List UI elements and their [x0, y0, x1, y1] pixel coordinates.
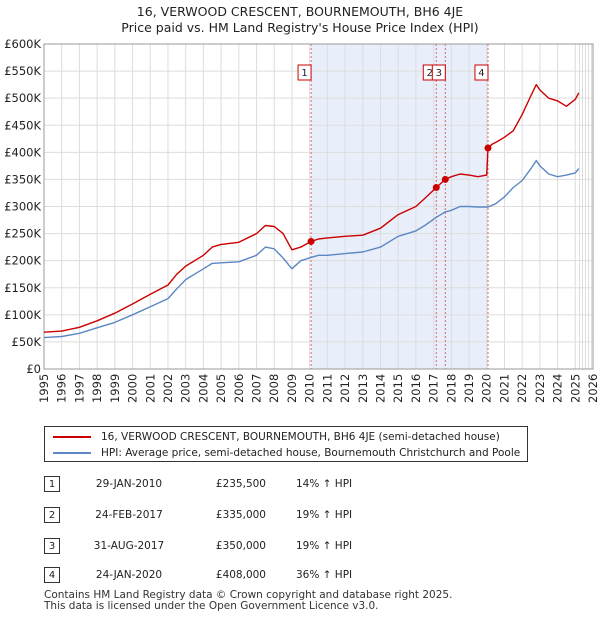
legend-swatch-hpi [53, 452, 91, 454]
sale-hpi: 19% ↑ HPI [296, 509, 353, 521]
sale-point [484, 144, 492, 152]
x-tick-label: 2002 [161, 374, 175, 403]
x-tick-label: 2021 [497, 374, 511, 403]
hpi-series-line [43, 159, 580, 339]
sale-date: 24-FEB-2017 [95, 509, 163, 521]
sale-marker-label: 3 [436, 68, 442, 79]
sale-date: 31-AUG-2017 [93, 540, 165, 552]
y-tick-label: £0 [26, 362, 41, 376]
x-tick-label: 2026 [586, 374, 600, 403]
y-tick-label: £350K [4, 172, 41, 186]
x-tick-label: 1998 [90, 374, 104, 403]
sale-marker: 1 [44, 476, 60, 492]
sale-price: £408,000 [215, 569, 266, 581]
sale-hpi: 19% ↑ HPI [296, 540, 353, 552]
sale-marker-box [297, 64, 312, 81]
footer-copyright: Contains HM Land Registry data © Crown c… [44, 589, 453, 601]
sale-marker-box [474, 64, 489, 81]
footer: Contains HM Land Registry data © Crown c… [44, 590, 452, 612]
y-tick-label: £50K [12, 335, 42, 349]
legend-label-property: 16, VERWOOD CRESCENT, BOURNEMOUTH, BH6 4… [101, 431, 500, 443]
y-tick-label: £500K [4, 91, 41, 105]
x-tick-label: 1995 [37, 374, 51, 403]
sale-marker: 2 [44, 507, 60, 523]
sale-price: £235,500 [215, 478, 266, 490]
x-tick-label: 2024 [551, 374, 565, 403]
x-tick-label: 2012 [338, 374, 352, 403]
x-tick-label: 2014 [373, 374, 387, 403]
table-row: 2 24-FEB-2017 £335,000 19% ↑ HPI [0, 507, 600, 527]
legend: 16, VERWOOD CRESCENT, BOURNEMOUTH, BH6 4… [44, 426, 528, 462]
x-tick-label: 2020 [480, 374, 494, 403]
table-row: 3 31-AUG-2017 £350,000 19% ↑ HPI [0, 538, 600, 558]
y-tick-label: £400K [4, 145, 41, 159]
sale-price: £335,000 [215, 509, 266, 521]
x-tick-label: 2001 [143, 374, 157, 403]
y-tick-label: £250K [4, 227, 41, 241]
y-tick-label: £450K [4, 118, 41, 132]
price-chart: 1 2 3 4 £0 £50K £100K £150K £200K £250K £300K £350K… [4, 37, 600, 403]
x-tick-label: 1999 [108, 374, 122, 403]
sale-marker: 3 [44, 538, 60, 554]
plot-border [43, 43, 594, 370]
sale-date: 29-JAN-2010 [95, 478, 163, 490]
x-tick-label: 2000 [126, 374, 140, 403]
sale-point [307, 237, 315, 245]
y-tick-label: £150K [4, 281, 41, 295]
x-tick-label: 2004 [196, 374, 210, 403]
legend-label-hpi: HPI: Average price, semi-detached house,… [101, 447, 521, 459]
y-tick-label: £300K [4, 200, 41, 214]
sale-marker-label: 4 [478, 68, 484, 79]
x-tick-label: 2008 [267, 374, 281, 403]
table-row: 4 24-JAN-2020 £408,000 36% ↑ HPI [0, 567, 600, 587]
x-tick-label: 2017 [427, 374, 441, 403]
x-tick-label: 2016 [409, 374, 423, 403]
x-tick-label: 1997 [72, 374, 86, 403]
x-tick-label: 2006 [232, 374, 246, 403]
chart-title: 16, VERWOOD CRESCENT, BOURNEMOUTH, BH6 4… [136, 4, 464, 19]
sale-point [441, 175, 449, 183]
x-tick-label: 2018 [444, 374, 458, 403]
x-tick-label: 2009 [285, 374, 299, 403]
x-tick-label: 2023 [533, 374, 547, 403]
x-tick-label: 2022 [515, 374, 529, 403]
x-tick-label: 2011 [320, 374, 334, 403]
legend-swatch-property [53, 436, 91, 438]
x-tick-label: 2003 [179, 374, 193, 403]
y-tick-label: £550K [4, 64, 41, 78]
table-row: 1 29-JAN-2010 £235,500 14% ↑ HPI [0, 476, 600, 496]
sale-date: 24-JAN-2020 [95, 569, 163, 581]
y-tick-label: £600K [4, 37, 41, 51]
sale-marker-label: 1 [301, 68, 307, 79]
x-tick-label: 2005 [214, 374, 228, 403]
x-tick-label: 1996 [55, 374, 69, 403]
x-tick-label: 2015 [391, 374, 405, 403]
footer-licence: This data is licensed under the Open Gov… [44, 600, 379, 612]
x-tick-label: 2013 [356, 374, 370, 403]
sale-marker-box [431, 64, 446, 81]
sale-hpi: 36% ↑ HPI [296, 569, 353, 581]
x-tick-label: 2019 [462, 374, 476, 403]
sale-hpi: 14% ↑ HPI [296, 478, 353, 490]
x-tick-label: 2007 [250, 374, 264, 403]
x-tick-label: 2010 [303, 374, 317, 403]
property-series-line [43, 83, 580, 333]
sale-point [432, 184, 440, 192]
sale-price: £350,000 [215, 540, 266, 552]
chart-subtitle: Price paid vs. HM Land Registry's House … [121, 20, 479, 35]
sale-marker: 4 [44, 567, 60, 583]
y-tick-label: £100K [4, 308, 41, 322]
sale-marker-label: 2 [427, 68, 433, 79]
y-tick-label: £200K [4, 254, 41, 268]
x-tick-label: 2025 [568, 374, 582, 403]
